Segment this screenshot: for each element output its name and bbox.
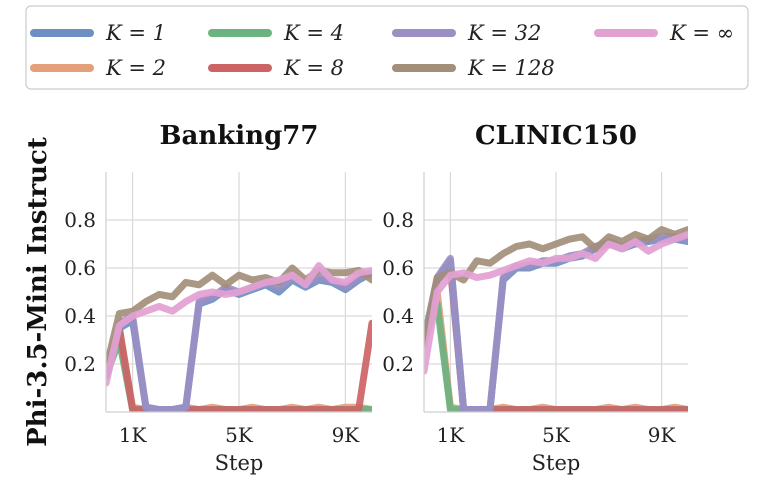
x-tick-label: 5K [542,423,571,447]
x-tick-label: 9K [648,423,677,447]
x-tick-label: 9K [332,423,361,447]
legend-entry-k1: K = 1 [30,21,166,45]
legend-entry-kinf: K = ∞ [594,21,734,45]
y-tick-label: 0.2 [382,352,414,376]
legend-label: K = 8 [283,56,344,80]
x-tick-label: 1K [437,423,466,447]
x-axis-label: Step [215,451,264,475]
legend-entry-k128: K = 128 [392,56,555,80]
row-label: Phi-3.5-Mini Instruct [23,137,53,447]
legend-entry-k32: K = 32 [392,21,541,45]
y-tick-label: 0.2 [64,352,96,376]
series-group [106,262,372,412]
y-tick-label: 0.6 [64,256,96,280]
legend-label: K = 128 [467,56,555,80]
y-tick-label: 0.4 [64,304,96,328]
legend-entry-k4: K = 4 [208,21,344,45]
legend-label: K = 1 [105,21,166,45]
series-line-kinf [424,230,688,375]
x-tick-label: 5K [225,423,254,447]
legend: K = 1 K = 2 K = 4 K = 8 K = 32 K = 128 K = ∞ [25,5,749,90]
panel-clinic150: CLINIC150 1K 5K 9K 0.2 0.4 0.6 0.8 Step [382,121,688,475]
legend-label: K = 4 [283,21,344,45]
y-tick-label: 0.8 [382,208,414,232]
panel-banking77: Banking77 1K 5K 9K 0.2 0.4 0.6 0.8 Step [64,121,372,475]
y-tick-label: 0.8 [64,208,96,232]
legend-label: K = 2 [105,56,166,80]
y-tick-label: 0.4 [382,304,414,328]
legend-label: K = ∞ [669,21,734,45]
legend-entry-k2: K = 2 [30,56,166,80]
legend-entry-k8: K = 8 [208,56,344,80]
panel-title: Banking77 [160,121,319,151]
legend-label: K = 32 [467,21,541,45]
series-line-kinf [106,262,372,387]
series-group [424,226,688,412]
x-tick-label: 1K [119,423,148,447]
y-tick-label: 0.6 [382,256,414,280]
panel-title: CLINIC150 [475,121,637,151]
legend-frame [25,5,749,90]
x-axis-label: Step [532,451,581,475]
